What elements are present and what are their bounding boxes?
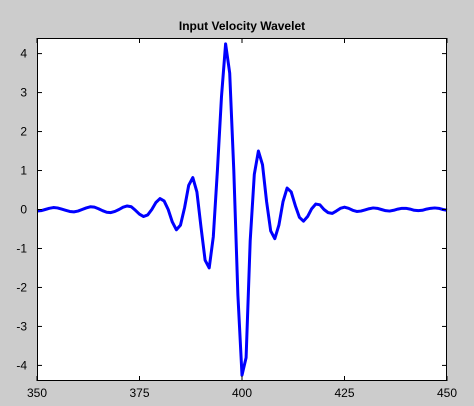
chart-title: Input Velocity Wavelet	[179, 19, 305, 33]
y-tick-label--3: -3	[16, 319, 27, 333]
series-line-0	[36, 42, 448, 377]
y-tick-label--1: -1	[16, 241, 27, 255]
x-tick-label-450: 450	[437, 386, 457, 400]
x-tick-label-425: 425	[334, 386, 354, 400]
x-axis: 350 375 400 425 450	[27, 38, 457, 400]
y-tick-label-0: 0	[20, 203, 27, 217]
x-tick-label-350: 350	[27, 386, 47, 400]
x-tick-label-375: 375	[129, 386, 149, 400]
y-tick-label--4: -4	[16, 358, 27, 372]
y-tick-label-4: 4	[20, 47, 27, 61]
y-tick-label-1: 1	[20, 164, 27, 178]
y-tick-label-3: 3	[20, 86, 27, 100]
y-axis: 4 3 2 1 0 -1 -2 -3 -4	[16, 47, 447, 372]
y-tick-label-2: 2	[20, 125, 27, 139]
series-layer	[36, 42, 448, 377]
x-tick-label-400: 400	[232, 386, 252, 400]
y-tick-label--2: -2	[16, 280, 27, 294]
